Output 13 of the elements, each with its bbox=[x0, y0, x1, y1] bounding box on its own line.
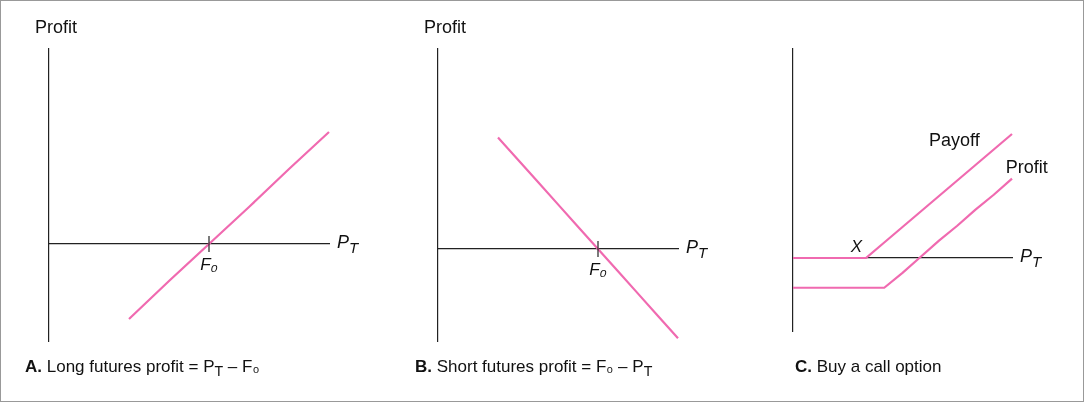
series-label: Profit bbox=[1005, 156, 1048, 177]
y-axis-title: Profit bbox=[35, 17, 78, 38]
annotation: F₀ bbox=[589, 260, 607, 279]
text: A. Long futures profit = P$_{T}$ – F₀ bbox=[25, 357, 260, 380]
x-axis-title: P$_{T}$ bbox=[686, 237, 708, 261]
annotation: X bbox=[849, 237, 863, 256]
series-label: Payoff bbox=[929, 129, 981, 150]
text: C. Buy a call option bbox=[795, 357, 942, 376]
x-axis-title: P$_{T}$ bbox=[1020, 246, 1042, 270]
annotation: F₀ bbox=[200, 255, 218, 274]
x-axis-title: P$_{T}$ bbox=[337, 232, 359, 256]
text: B. Short futures profit = F₀ – P$_{T}$ bbox=[415, 357, 653, 380]
y-axis-title: Profit bbox=[424, 17, 467, 38]
